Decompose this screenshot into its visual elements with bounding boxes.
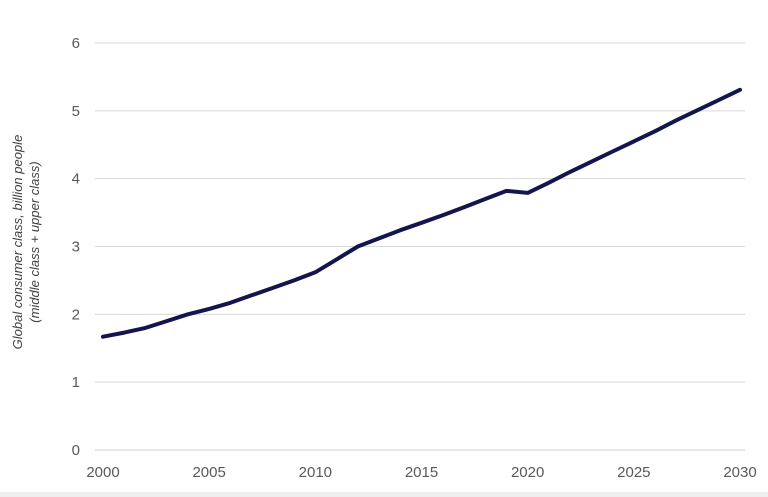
y-tick-label-2: 2 xyxy=(72,306,80,323)
x-tick-label-2015: 2015 xyxy=(405,464,438,481)
y-tick-label-4: 4 xyxy=(72,171,80,188)
bottom-window-edge xyxy=(0,492,768,497)
y-tick-label-5: 5 xyxy=(72,103,80,120)
x-tick-label-2020: 2020 xyxy=(511,464,544,481)
x-tick-label-2010: 2010 xyxy=(299,464,332,481)
y-tick-label-3: 3 xyxy=(72,239,80,256)
data-line-consumer-class xyxy=(101,87,742,339)
x-tick-label-2000: 2000 xyxy=(86,464,119,481)
x-tick-label-2025: 2025 xyxy=(617,464,650,481)
x-tick-label-2030: 2030 xyxy=(723,464,756,481)
y-tick-label-6: 6 xyxy=(72,35,80,52)
y-tick-label-1: 1 xyxy=(72,374,80,391)
y-tick-label-0: 0 xyxy=(72,442,80,459)
x-tick-label-2005: 2005 xyxy=(192,464,225,481)
